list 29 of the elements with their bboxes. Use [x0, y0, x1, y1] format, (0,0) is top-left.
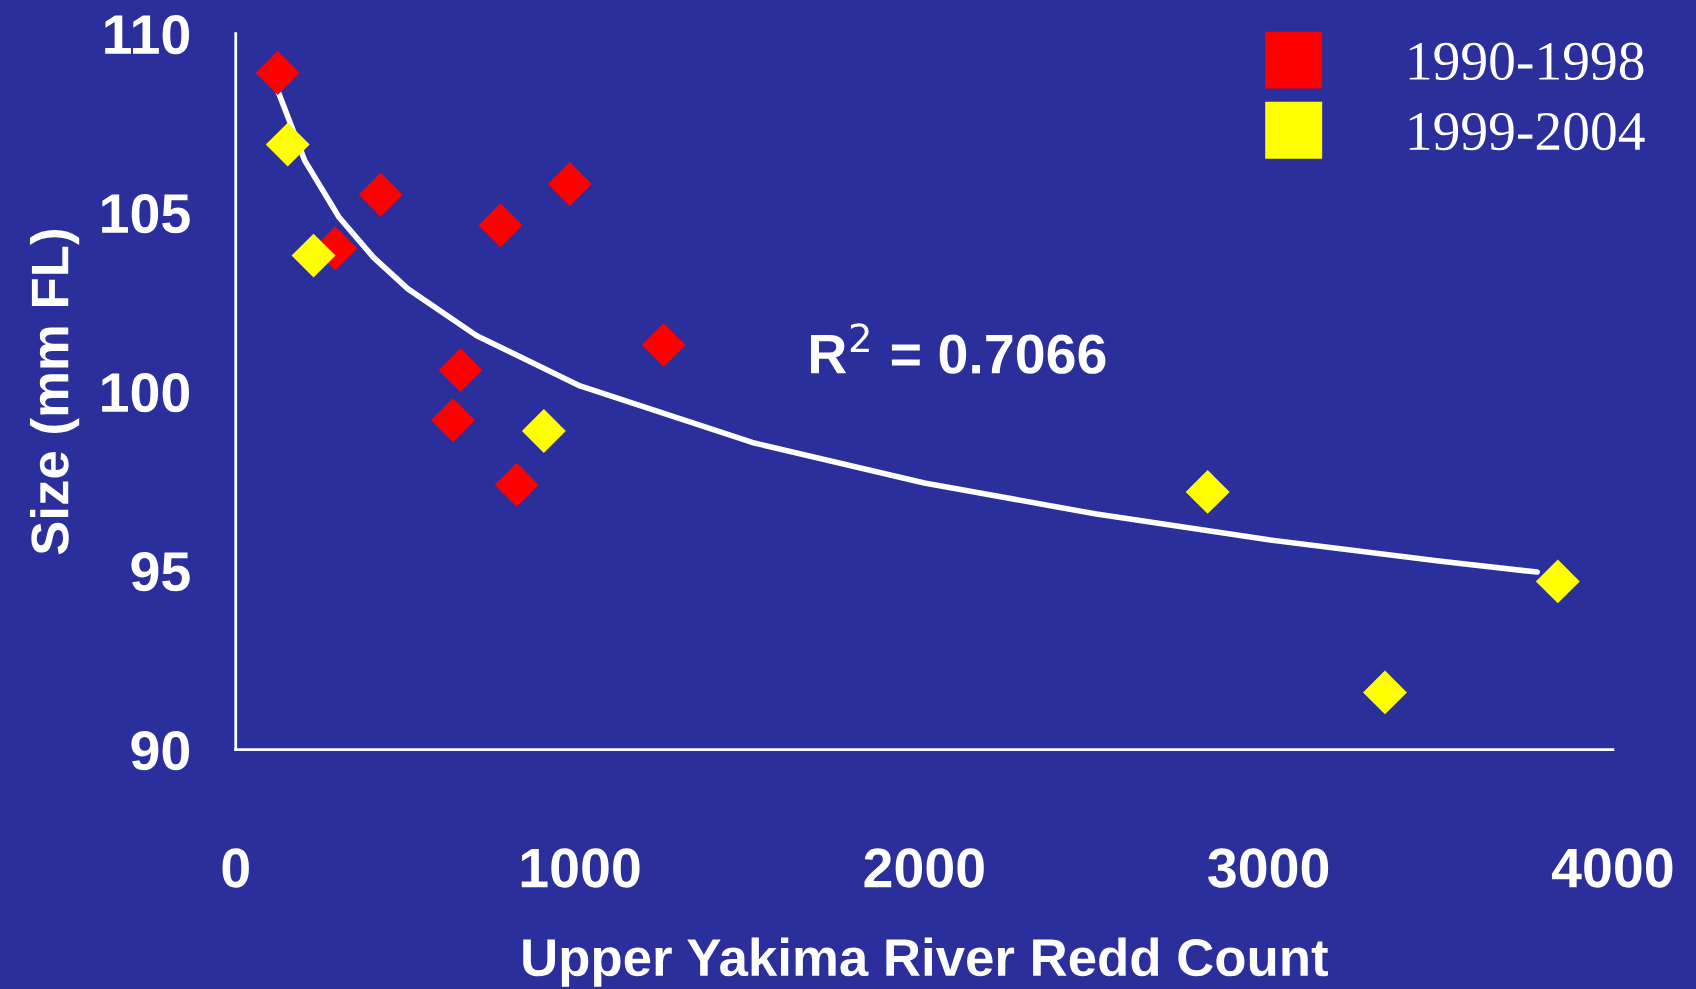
x-tick-label: 1000	[521, 848, 640, 888]
y-tick-label: 105	[102, 193, 190, 234]
point	[291, 233, 336, 278]
y-tick-label: 110	[105, 14, 190, 55]
y-tick-label: 90	[131, 731, 190, 771]
y-axis-title: Size (mm FL)	[29, 230, 80, 555]
legend-label: 1999-2004	[1409, 112, 1645, 151]
point	[547, 162, 592, 206]
y-tick-label: 95	[131, 551, 190, 592]
point	[478, 203, 523, 248]
x-tick-label: 3000	[1208, 848, 1329, 888]
point	[358, 172, 403, 217]
x-axis-title: Upper Yakima River Redd Count	[523, 937, 1328, 987]
point	[265, 122, 310, 167]
point	[641, 323, 686, 368]
x-tick-label: 0	[222, 848, 249, 888]
point	[438, 348, 483, 393]
point	[1535, 559, 1580, 604]
point	[521, 409, 566, 453]
x-tick-label: 4000	[1551, 848, 1673, 888]
point	[1185, 469, 1230, 514]
legend-label: 1990-1998	[1409, 42, 1644, 81]
point	[431, 398, 475, 443]
point	[255, 51, 300, 95]
annotation: R$^{2}$ = 0.7066	[810, 323, 1106, 374]
x-tick-label: 2000	[864, 848, 984, 888]
point	[494, 462, 539, 507]
y-tick-label: 100	[102, 372, 190, 413]
point	[1363, 670, 1407, 715]
